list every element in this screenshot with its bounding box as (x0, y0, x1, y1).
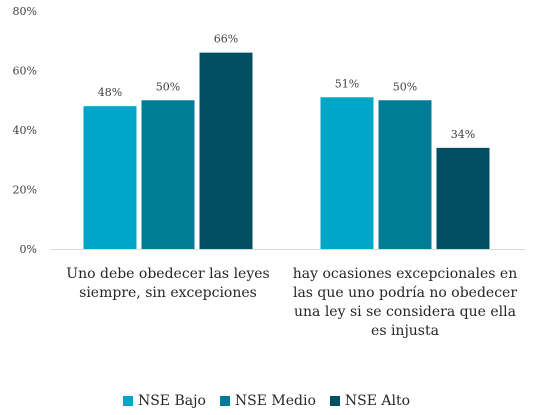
category-label: hay ocasiones excepcionales en las que un… (293, 266, 518, 339)
data-label: 48% (98, 86, 122, 99)
data-label: 50% (156, 80, 180, 93)
category-label-line: siempre, sin excepciones (79, 285, 257, 301)
bar (83, 106, 137, 249)
data-label: 51% (335, 77, 359, 90)
legend-label: NSE Alto (344, 393, 411, 409)
data-label: 34% (451, 128, 475, 141)
legend-label: NSE Bajo (137, 393, 206, 409)
legend-item: NSE Medio (219, 393, 316, 409)
bar (378, 100, 432, 249)
bar (436, 147, 490, 249)
data-label: 50% (393, 80, 417, 93)
category-label-line: hay ocasiones excepcionales en (293, 266, 517, 282)
legend-swatch (219, 396, 230, 406)
category-labels: Uno debe obedecer las leyes siempre, sin … (66, 266, 517, 339)
legend-label: NSE Medio (234, 393, 316, 409)
y-tick-label: 20% (13, 184, 37, 197)
legend-swatch (329, 396, 340, 406)
y-tick-label: 0% (20, 243, 37, 256)
category-label-line: una ley si se considera que ella (294, 304, 516, 320)
legend-item: NSE Alto (329, 393, 411, 409)
legend-swatch (122, 396, 133, 406)
bar (141, 100, 195, 249)
legend: NSE Bajo NSE Medio NSE Alto (0, 393, 533, 409)
category-label-line: las que uno podría no obedecer (293, 285, 517, 301)
y-axis: 0% 20% 40% 60% 80% (13, 5, 37, 256)
data-label: 66% (214, 33, 238, 46)
category-label-line: es injusta (371, 323, 439, 339)
category-label: Uno debe obedecer las leyes siempre, sin … (66, 266, 269, 301)
y-tick-label: 80% (13, 5, 37, 18)
bar (320, 97, 374, 250)
bar (199, 52, 253, 250)
bars (83, 52, 490, 250)
y-tick-label: 60% (13, 65, 37, 78)
category-label-line: Uno debe obedecer las leyes (66, 266, 269, 282)
bar-chart: 0% 20% 40% 60% 80% 48% 51% 50% 50% 66% 34% Uno de… (13, 5, 525, 339)
data-labels: 48% 51% 50% 50% 66% 34% (98, 33, 475, 141)
y-tick-label: 40% (13, 124, 37, 137)
legend-item: NSE Bajo (122, 393, 206, 409)
